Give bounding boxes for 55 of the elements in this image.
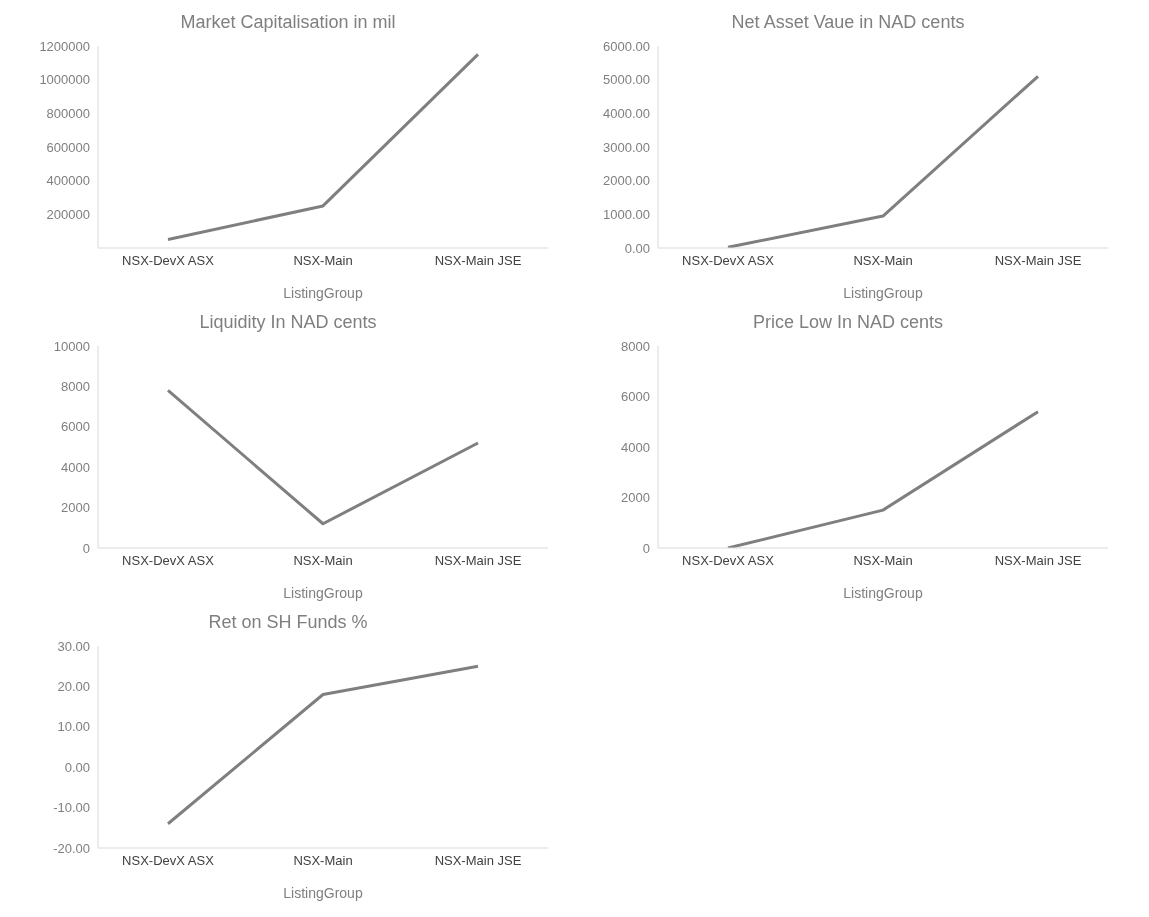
y-tick-label: 2000.00 xyxy=(603,173,650,189)
x-tick-label: NSX-Main JSE xyxy=(994,253,1082,269)
y-tick-label: 0.00 xyxy=(624,240,650,256)
y-tick-label: 10000 xyxy=(53,338,90,354)
y-tick-label: 600000 xyxy=(46,139,90,155)
chart-title: Net Asset Vaue in NAD cents xyxy=(730,11,966,34)
x-tick-label: NSX-Main xyxy=(853,253,913,269)
y-tick-label: 30.00 xyxy=(57,638,90,654)
x-tick-label: NSX-DevX ASX xyxy=(122,553,215,569)
y-tick-label: 0.00 xyxy=(64,759,90,775)
x-tick-label: NSX-DevX ASX xyxy=(122,253,215,269)
y-tick-label: 1200000 xyxy=(39,38,90,54)
x-tick-label: NSX-Main JSE xyxy=(434,253,522,269)
y-tick-label: 200000 xyxy=(46,206,90,222)
chart-title: Market Capitalisation in mil xyxy=(179,11,397,34)
y-tick-label: 10.00 xyxy=(57,719,90,735)
y-tick-label: 5000.00 xyxy=(603,72,650,88)
y-tick-label: 6000 xyxy=(61,419,90,435)
y-tick-label: 400000 xyxy=(46,173,90,189)
x-tick-label: NSX-DevX ASX xyxy=(682,553,775,569)
y-tick-label: -20.00 xyxy=(53,840,90,856)
y-tick-label: 800000 xyxy=(46,105,90,121)
x-tick-label: NSX-Main xyxy=(293,553,353,569)
x-axis-title: ListingGroup xyxy=(283,285,363,301)
y-tick-label: 4000 xyxy=(621,439,650,455)
y-tick-label: 2000 xyxy=(61,500,90,516)
x-tick-label: NSX-Main xyxy=(853,553,913,569)
x-tick-label: NSX-DevX ASX xyxy=(682,253,775,269)
y-tick-label: 3000.00 xyxy=(603,139,650,155)
y-tick-label: 8000 xyxy=(621,338,650,354)
x-tick-label: NSX-Main xyxy=(293,853,353,869)
x-tick-label: NSX-Main JSE xyxy=(994,553,1082,569)
x-tick-label: NSX-Main JSE xyxy=(434,853,522,869)
y-tick-label: 4000.00 xyxy=(603,105,650,121)
y-tick-label: 0 xyxy=(642,540,650,556)
x-axis-title: ListingGroup xyxy=(843,285,923,301)
x-axis-title: ListingGroup xyxy=(843,585,923,601)
y-tick-label: 8000 xyxy=(61,379,90,395)
y-tick-label: -10.00 xyxy=(53,800,90,816)
x-tick-label: NSX-DevX ASX xyxy=(122,853,215,869)
x-axis-title: ListingGroup xyxy=(283,585,363,601)
chart-title: Liquidity In NAD cents xyxy=(198,311,378,334)
y-tick-label: 1000000 xyxy=(39,72,90,88)
y-tick-label: 2000 xyxy=(621,490,650,506)
y-tick-label: 1000.00 xyxy=(603,206,650,222)
x-tick-label: NSX-Main xyxy=(293,253,353,269)
y-tick-label: 6000.00 xyxy=(603,38,650,54)
chart-title: Ret on SH Funds % xyxy=(207,611,369,634)
y-tick-label: 4000 xyxy=(61,459,90,475)
y-tick-label: 0 xyxy=(82,540,90,556)
chart-title: Price Low In NAD cents xyxy=(751,311,945,334)
y-tick-label: 6000 xyxy=(621,389,650,405)
y-tick-label: 20.00 xyxy=(57,679,90,695)
x-axis-title: ListingGroup xyxy=(283,885,363,901)
x-tick-label: NSX-Main JSE xyxy=(434,553,522,569)
